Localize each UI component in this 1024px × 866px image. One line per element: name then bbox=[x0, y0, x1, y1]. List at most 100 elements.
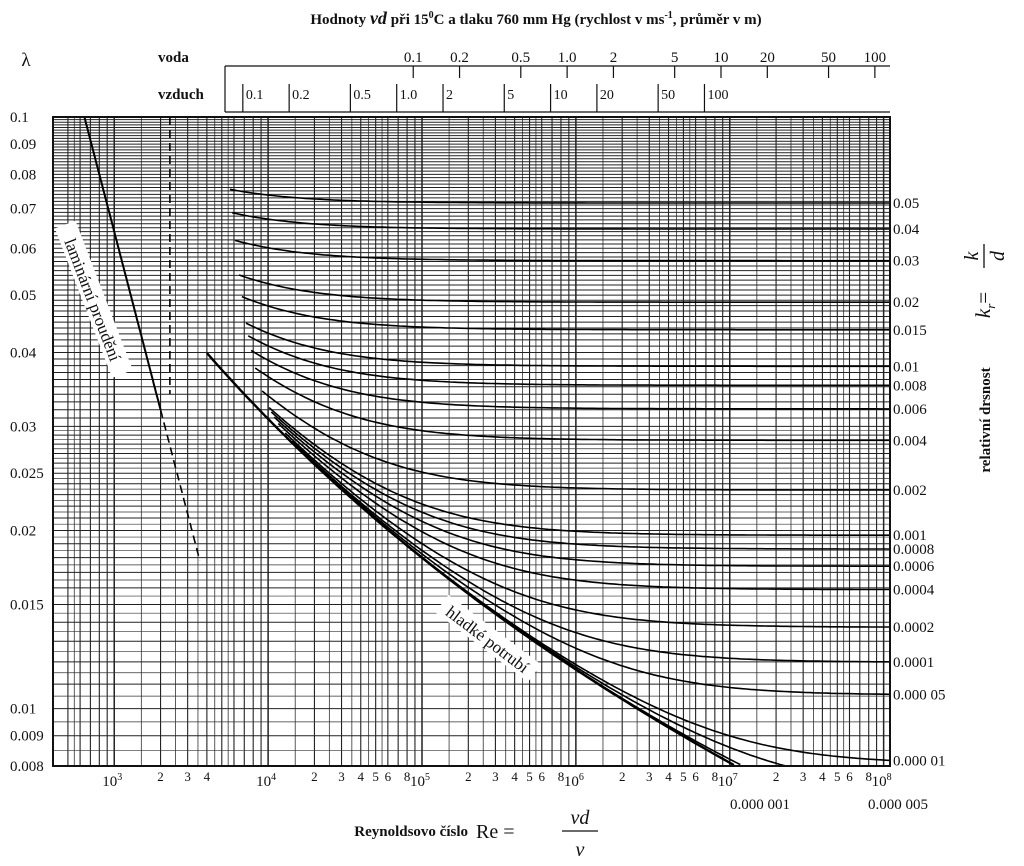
smooth-pipe-curve bbox=[205, 352, 735, 767]
y-tick-label: 0.025 bbox=[10, 466, 44, 482]
roughness-curve bbox=[270, 411, 890, 550]
water-scale-label: 50 bbox=[821, 50, 836, 66]
x-tick-label: 3 bbox=[184, 769, 191, 784]
water-scale-label: 10 bbox=[713, 50, 728, 66]
y-tick-label: 0.09 bbox=[10, 137, 36, 153]
x-tick-label: 6 bbox=[692, 769, 699, 784]
x-tick-label: 5 bbox=[680, 769, 687, 784]
x-tick-label: 5 bbox=[526, 769, 533, 784]
x-tick-label: 8 bbox=[558, 769, 565, 784]
roughness-curve bbox=[241, 295, 890, 331]
x-tick-label: 107 bbox=[718, 772, 738, 790]
roughness-curve bbox=[238, 274, 890, 303]
x-tick-label: 8 bbox=[865, 769, 872, 784]
svg-text:kr=: kr= bbox=[971, 292, 998, 318]
air-scale-label: 5 bbox=[507, 88, 514, 103]
roughness-label: 0.002 bbox=[893, 483, 927, 499]
y-tick-label: 0.008 bbox=[10, 759, 44, 775]
x-tick-label: 4 bbox=[665, 769, 672, 784]
roughness-label: 0.015 bbox=[893, 323, 927, 339]
roughness-curve bbox=[234, 239, 890, 262]
svg-text:Re =: Re = bbox=[476, 821, 515, 843]
water-scale-label: 0.5 bbox=[511, 50, 530, 66]
roughness-label: 0.000 001 bbox=[730, 797, 790, 813]
y-tick-label: 0.009 bbox=[10, 729, 44, 745]
roughness-label: 0.02 bbox=[893, 295, 919, 311]
x-tick-label: 106 bbox=[564, 772, 584, 790]
x-tick-label: 103 bbox=[102, 772, 122, 790]
x-tick-label: 3 bbox=[492, 769, 499, 784]
roughness-curve bbox=[231, 211, 890, 230]
water-scale-label: 1.0 bbox=[558, 50, 577, 66]
roughness-label: 0.0006 bbox=[893, 559, 935, 575]
air-scale-label: 2 bbox=[446, 88, 453, 103]
right-axis-label: relativní drsnost kr= k d bbox=[961, 244, 1009, 473]
svg-text:relativní drsnost: relativní drsnost bbox=[978, 367, 994, 472]
x-tick-label: 3 bbox=[800, 769, 807, 784]
air-scale-label: vzduch bbox=[158, 87, 205, 103]
roughness-label: 0.004 bbox=[893, 433, 927, 449]
y-tick-label: 0.01 bbox=[10, 702, 36, 718]
roughness-curve bbox=[261, 390, 890, 491]
roughness-label: 0.000 05 bbox=[893, 687, 946, 703]
roughness-curve bbox=[298, 448, 891, 696]
x-tick-label: 104 bbox=[256, 772, 276, 790]
x-tick-label: 4 bbox=[358, 769, 365, 784]
y-tick-label: 0.07 bbox=[10, 202, 37, 218]
x-tick-label: 105 bbox=[410, 772, 430, 790]
roughness-label: 0.0008 bbox=[893, 542, 934, 558]
roughness-label: 0.0004 bbox=[893, 583, 935, 599]
y-tick-label: 0.08 bbox=[10, 167, 36, 183]
reynolds-formula: Re = vd ν bbox=[476, 807, 598, 861]
svg-text:d: d bbox=[987, 250, 1009, 261]
laminar-extension bbox=[159, 409, 201, 561]
y-tick-label: 0.05 bbox=[10, 288, 36, 304]
x-tick-label: 6 bbox=[538, 769, 545, 784]
y-tick-labels: 0.1 0.09 0.08 0.07 0.06 0.05 0.04 0.03 0.025 0.02… bbox=[10, 110, 44, 775]
x-tick-label: 5 bbox=[372, 769, 379, 784]
x-axis-label: Reynoldsovo číslo bbox=[354, 824, 468, 840]
roughness-label: 0.0001 bbox=[893, 655, 934, 671]
x-tick-label: 8 bbox=[712, 769, 719, 784]
y-tick-label: 0.1 bbox=[10, 110, 29, 126]
water-scale-label: 20 bbox=[760, 50, 775, 66]
air-scale-label: 1.0 bbox=[400, 88, 418, 103]
roughness-label: 0.03 bbox=[893, 254, 919, 270]
y-tick-label: 0.06 bbox=[10, 241, 37, 257]
roughness-curve bbox=[247, 335, 890, 387]
roughness-label: 0.04 bbox=[893, 222, 920, 238]
x-tick-label: 2 bbox=[311, 769, 318, 784]
x-tick-label: 4 bbox=[204, 769, 211, 784]
curve-layer bbox=[83, 117, 891, 767]
air-scale-label: 0.1 bbox=[246, 88, 264, 103]
water-scale-label: 2 bbox=[610, 50, 618, 66]
x-tick-label: 6 bbox=[846, 769, 853, 784]
roughness-curve bbox=[245, 322, 890, 368]
y-tick-label: 0.02 bbox=[10, 524, 36, 540]
air-scale-label: 10 bbox=[554, 88, 568, 103]
water-scale-label: 5 bbox=[671, 50, 679, 66]
x-tick-label: 2 bbox=[773, 769, 780, 784]
svg-text:vd: vd bbox=[571, 807, 591, 829]
roughness-curve bbox=[229, 188, 890, 204]
roughness-label: 0.001 bbox=[893, 528, 927, 544]
roughness-curve bbox=[254, 367, 890, 442]
water-scale-label: 100 bbox=[864, 50, 887, 66]
roughness-curve bbox=[291, 440, 891, 663]
roughness-label: 0.0002 bbox=[893, 620, 934, 636]
roughness-curve bbox=[268, 407, 890, 536]
y-axis-label: λ bbox=[21, 50, 31, 71]
svg-text:ν: ν bbox=[576, 839, 585, 861]
water-scale-label: voda bbox=[158, 50, 189, 66]
top-scales: 0.1 0.2 0.5 1.0 2 5 10 20 50 100 0.1 0.2 0.5 1.0 2 5 10 2… bbox=[224, 50, 890, 113]
x-tick-label: 8 bbox=[404, 769, 411, 784]
x-tick-label: 3 bbox=[646, 769, 653, 784]
roughness-curve bbox=[284, 432, 890, 628]
y-tick-label: 0.04 bbox=[10, 345, 37, 361]
roughness-curve bbox=[273, 416, 890, 567]
svg-text:k: k bbox=[961, 250, 983, 260]
water-scale-label: 0.2 bbox=[450, 50, 469, 66]
x-tick-label: 4 bbox=[511, 769, 518, 784]
